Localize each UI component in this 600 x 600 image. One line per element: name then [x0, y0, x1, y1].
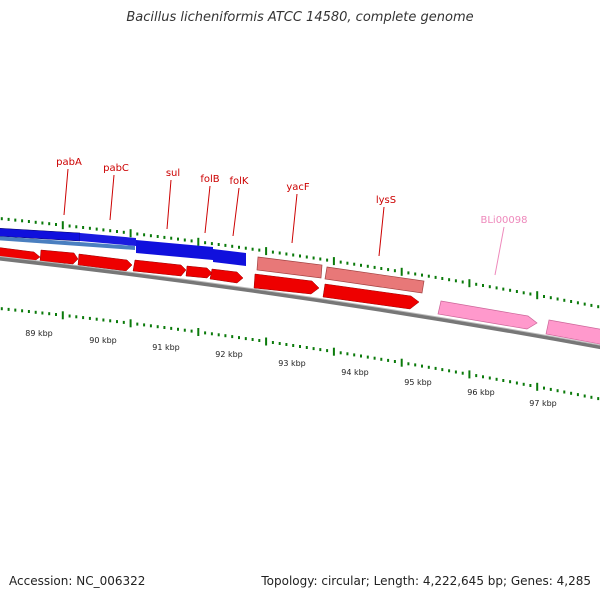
gene-labels: pabA pabC sul folB folK yacF lysS BLi000… — [56, 157, 527, 226]
label-line-yacF — [291, 193, 298, 244]
feature-lysS[interactable] — [324, 266, 425, 294]
kbp-label-96: 96 kbp — [467, 388, 495, 397]
feature-BLi00098[interactable] — [437, 300, 538, 330]
feature-pink-right[interactable] — [545, 319, 600, 345]
pink-features — [437, 300, 600, 345]
kbp-label-90: 90 kbp — [89, 336, 117, 345]
feature-yacF[interactable] — [256, 256, 323, 279]
gene-label-folB[interactable]: folB — [200, 174, 219, 185]
kbp-label-95: 95 kbp — [404, 378, 432, 387]
reverse-strand-features — [0, 228, 246, 266]
topology-summary-text: Topology: circular; Length: 4,222,645 bp… — [261, 574, 591, 588]
kbp-label-94: 94 kbp — [341, 368, 369, 377]
light-features — [256, 256, 425, 294]
forward-cds-3[interactable] — [77, 253, 133, 272]
gene-label-lysS[interactable]: lysS — [376, 195, 396, 206]
kbp-label-89: 89 kbp — [25, 329, 53, 338]
forward-cds-2[interactable] — [39, 249, 79, 265]
gene-label-BLi00098[interactable]: BLi00098 — [480, 215, 527, 226]
gene-label-lines — [63, 168, 505, 276]
label-line-lysS — [378, 206, 385, 257]
label-line-pabA — [63, 168, 69, 216]
label-line-sul — [166, 179, 172, 230]
reverse-cds-pabA-pabC[interactable] — [0, 236, 135, 250]
upper-tick-ring — [0, 217, 600, 309]
forward-strand-features — [0, 247, 420, 310]
gene-label-pabC[interactable]: pabC — [103, 163, 129, 174]
label-line-folB — [204, 185, 211, 234]
genome-backbone — [0, 256, 600, 350]
forward-cds-lysS-region[interactable] — [322, 283, 420, 310]
label-line-pabC — [109, 174, 115, 221]
reverse-cds-folB[interactable] — [213, 249, 246, 266]
lower-tick-ring — [0, 307, 600, 401]
kbp-label-92: 92 kbp — [215, 350, 243, 359]
label-line-BLi00098 — [494, 226, 505, 276]
reverse-cds-pabC[interactable] — [80, 233, 136, 246]
label-line-folK — [232, 187, 240, 237]
kbp-label-91: 91 kbp — [152, 343, 180, 352]
gene-label-sul[interactable]: sul — [166, 168, 180, 179]
kbp-label-93: 93 kbp — [278, 359, 306, 368]
map-title: Bacillus licheniformis ATCC 14580, compl… — [126, 10, 474, 25]
kbp-labels: 89 kbp 90 kbp 91 kbp 92 kbp 93 kbp 94 kb… — [25, 329, 557, 408]
genome-backbone-highlight — [0, 256, 600, 346]
gene-label-yacF[interactable]: yacF — [286, 182, 310, 193]
gene-label-pabA[interactable]: pabA — [56, 157, 82, 168]
reverse-cds-sul[interactable] — [136, 240, 213, 260]
forward-cds-5[interactable] — [185, 265, 213, 279]
forward-cds-6[interactable] — [209, 268, 244, 284]
forward-cds-4[interactable] — [132, 259, 187, 277]
forward-cds-yacF-region[interactable] — [253, 273, 320, 295]
accession-text: Accession: NC_006322 — [9, 574, 146, 588]
gene-label-folK[interactable]: folK — [230, 176, 249, 187]
kbp-label-97: 97 kbp — [529, 399, 557, 408]
